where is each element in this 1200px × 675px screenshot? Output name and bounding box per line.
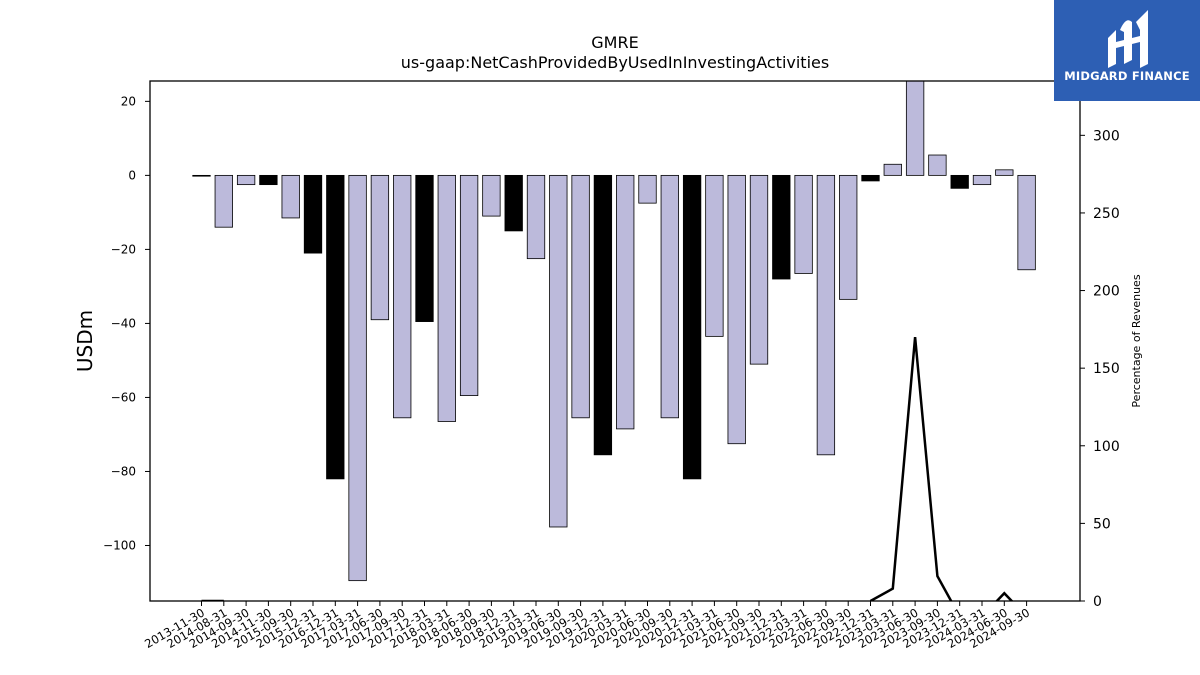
y-axis-label: USDm [73, 310, 97, 372]
bar-2018-12-31 [504, 174, 523, 232]
bar-2020-09-30 [660, 174, 679, 419]
bar-2019-09-30 [571, 174, 590, 419]
line-series [869, 337, 1014, 601]
chart-subtitle: us-gaap:NetCashProvidedByUsedInInvesting… [400, 53, 830, 72]
y-tick-label: 0 [128, 168, 136, 182]
y2-axis: 0 50 100 150 200 250 300 [1080, 128, 1120, 610]
y2-tick-label: 150 [1093, 361, 1120, 377]
y-tick-label: −80 [111, 464, 136, 478]
y-tick-label: −20 [111, 242, 136, 256]
y-tick-label: −40 [111, 316, 136, 330]
bar-2023-03-31 [883, 163, 902, 176]
y-tick-label: −60 [111, 390, 136, 404]
y2-tick-label: 200 [1093, 284, 1120, 300]
y-axis: 20 0 −20 −40 −60 −80 −100 [103, 94, 150, 552]
bar-2017-12-31 [415, 174, 434, 322]
logo-mark-icon [1108, 10, 1148, 68]
bar-2022-03-31 [794, 174, 813, 274]
line-layer [201, 337, 1014, 601]
bar-2021-12-31 [772, 174, 791, 280]
y2-tick-label: 0 [1093, 594, 1102, 610]
plot-frame [149, 80, 1081, 602]
bar-2020-03-31 [616, 174, 635, 430]
bar-2021-06-30 [727, 174, 746, 445]
bar-2023-06-30 [905, 81, 925, 176]
bar-2019-06-30 [549, 174, 568, 528]
bar-2015-09-30 [281, 174, 300, 219]
bar-2019-03-31 [526, 174, 546, 260]
logo-text: MIDGARD FINANCE [1064, 69, 1190, 83]
bar-2020-06-30 [638, 174, 657, 204]
midgard-finance-logo: MIDGARD FINANCE [1054, 0, 1200, 101]
chart-title: GMRE [591, 33, 639, 52]
y2-tick-label: 300 [1093, 128, 1120, 144]
bar-2018-09-30 [482, 174, 501, 217]
bar-2024-06-30 [995, 169, 1014, 176]
bar-2013-11-30 [192, 174, 211, 177]
y2-tick-label: 50 [1093, 516, 1111, 532]
bar-2022-09-30 [839, 174, 858, 300]
bar-2018-03-31 [437, 174, 456, 422]
bar-2014-11-30 [259, 174, 278, 186]
y-tick-label: −100 [103, 538, 136, 552]
bar-2017-06-30 [370, 174, 390, 321]
bar-2020-12-31 [682, 174, 702, 480]
y2-axis-label: Percentage of Revenues [1130, 274, 1143, 407]
bar-2019-12-31 [593, 174, 613, 456]
bar-2021-09-30 [749, 174, 769, 365]
bar-2014-09-30 [236, 174, 256, 186]
bar-2017-03-31 [348, 174, 367, 582]
bar-2022-06-30 [816, 174, 836, 456]
bar-2015-12-31 [303, 174, 323, 254]
bar-2023-09-30 [928, 154, 947, 176]
bar-2017-09-30 [393, 174, 412, 419]
y2-tick-label: 250 [1093, 206, 1120, 222]
x-axis: 2013-11-302014-08-312014-09-302014-11-30… [142, 601, 1032, 651]
y-tick-label: 20 [121, 94, 136, 108]
bar-2023-12-31 [950, 174, 969, 189]
bar-2016-12-31 [326, 174, 345, 480]
bar-2024-03-31 [972, 174, 992, 186]
bar-2024-09-30 [1017, 174, 1036, 271]
bar-2014-08-31 [214, 174, 233, 228]
bar-2022-12-31 [861, 174, 880, 182]
bars [192, 81, 1036, 582]
bar-2021-03-31 [705, 174, 724, 337]
y2-tick-label: 100 [1093, 439, 1120, 455]
bar-2018-06-30 [459, 174, 479, 396]
